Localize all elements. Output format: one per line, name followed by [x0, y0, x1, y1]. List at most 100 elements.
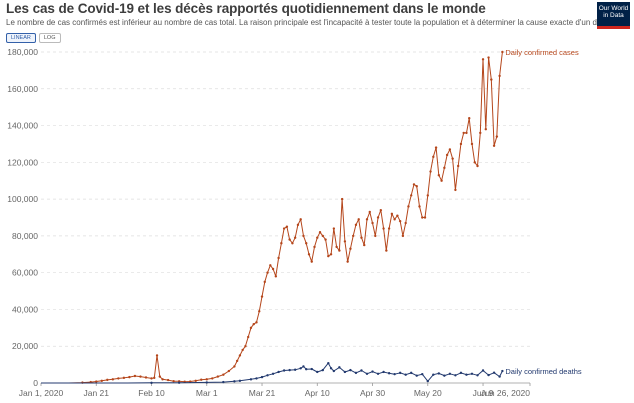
- data-point: [476, 374, 479, 377]
- data-point: [299, 218, 302, 221]
- data-point: [448, 372, 452, 376]
- data-point: [200, 378, 203, 381]
- data-point: [479, 131, 482, 135]
- y-tick-label: 20,000: [12, 341, 38, 351]
- data-point: [421, 216, 424, 219]
- data-point: [484, 128, 487, 131]
- data-point: [321, 234, 324, 238]
- data-point: [205, 381, 208, 384]
- data-point: [133, 374, 137, 378]
- data-point: [216, 375, 220, 378]
- data-point: [335, 245, 338, 249]
- data-point: [153, 376, 156, 380]
- y-tick-label: 80,000: [12, 231, 38, 241]
- x-tick-label: Apr 30: [360, 388, 385, 398]
- series-label: Daily confirmed cases: [505, 48, 579, 57]
- data-point: [382, 370, 385, 374]
- data-point: [349, 247, 352, 250]
- data-point: [487, 56, 490, 59]
- linear-scale-button[interactable]: LINEAR: [6, 33, 36, 43]
- logo-line1: Our World: [598, 5, 629, 12]
- data-point: [177, 381, 181, 384]
- data-point: [233, 380, 236, 383]
- data-point: [360, 236, 363, 239]
- chart-title: Les cas de Covid-19 et les décès rapport…: [6, 1, 486, 16]
- data-point: [263, 280, 266, 284]
- data-point: [235, 359, 239, 363]
- data-point: [412, 183, 416, 186]
- data-point: [288, 368, 291, 372]
- data-point: [440, 179, 443, 182]
- data-point: [410, 371, 413, 375]
- x-tick-label: Feb 10: [138, 388, 165, 398]
- y-tick-label: 160,000: [7, 84, 38, 94]
- data-point: [291, 242, 294, 245]
- data-point: [421, 372, 424, 376]
- data-point: [465, 131, 468, 135]
- data-point: [277, 370, 280, 374]
- data-point: [332, 227, 336, 230]
- data-point: [271, 372, 275, 376]
- data-point: [271, 267, 275, 271]
- data-point: [468, 117, 471, 120]
- data-point: [305, 242, 308, 245]
- data-point: [266, 271, 269, 274]
- x-tick-label: Mar 21: [249, 388, 276, 398]
- data-point: [357, 218, 360, 221]
- data-point: [255, 377, 258, 380]
- data-point: [371, 370, 374, 373]
- data-point: [343, 240, 347, 243]
- data-point: [161, 378, 164, 381]
- data-point: [241, 348, 244, 352]
- data-point: [495, 135, 499, 138]
- owid-logo[interactable]: Our World in Data: [597, 2, 630, 29]
- data-point: [371, 221, 374, 225]
- data-point: [426, 194, 429, 197]
- data-point: [255, 321, 258, 324]
- data-point: [490, 78, 493, 81]
- data-point: [349, 368, 352, 372]
- data-point: [293, 236, 297, 239]
- data-point: [238, 354, 242, 357]
- data-point: [498, 375, 501, 378]
- data-point: [393, 218, 396, 221]
- logo-line2: in Data: [603, 12, 624, 19]
- chart-subtitle: Le nombre de cas confirmés est inférieur…: [6, 18, 614, 27]
- data-point: [329, 253, 333, 256]
- data-point: [418, 205, 421, 208]
- data-point: [454, 374, 457, 377]
- data-point: [299, 367, 302, 370]
- data-point: [415, 185, 418, 188]
- y-tick-label: 100,000: [7, 194, 38, 204]
- data-point: [407, 205, 410, 208]
- data-point: [443, 374, 446, 377]
- data-point: [310, 367, 313, 371]
- data-point: [451, 157, 454, 160]
- data-point: [288, 238, 291, 241]
- data-point: [282, 227, 286, 230]
- data-point: [338, 366, 341, 369]
- data-point: [139, 375, 142, 378]
- data-point: [398, 219, 402, 223]
- data-point: [476, 164, 479, 168]
- data-point: [106, 378, 109, 382]
- data-point: [194, 379, 197, 382]
- data-point: [487, 373, 490, 377]
- data-point: [393, 372, 396, 376]
- y-tick-label: 0: [33, 378, 38, 388]
- x-tick-label: May 20: [414, 388, 442, 398]
- data-point: [379, 208, 383, 212]
- y-axis-ticks: 0 20,000 40,000 60,000 80,000 100,000 120,000 1…: [7, 47, 38, 388]
- data-point: [252, 322, 255, 326]
- data-point: [302, 234, 305, 238]
- data-point: [150, 377, 153, 380]
- data-point: [95, 380, 98, 383]
- data-point: [285, 225, 289, 228]
- data-point: [327, 361, 330, 365]
- log-scale-button[interactable]: LOG: [38, 33, 61, 43]
- data-point: [111, 378, 115, 381]
- data-point: [385, 249, 388, 252]
- data-point: [327, 254, 330, 258]
- data-point: [498, 74, 501, 78]
- data-point: [238, 379, 242, 382]
